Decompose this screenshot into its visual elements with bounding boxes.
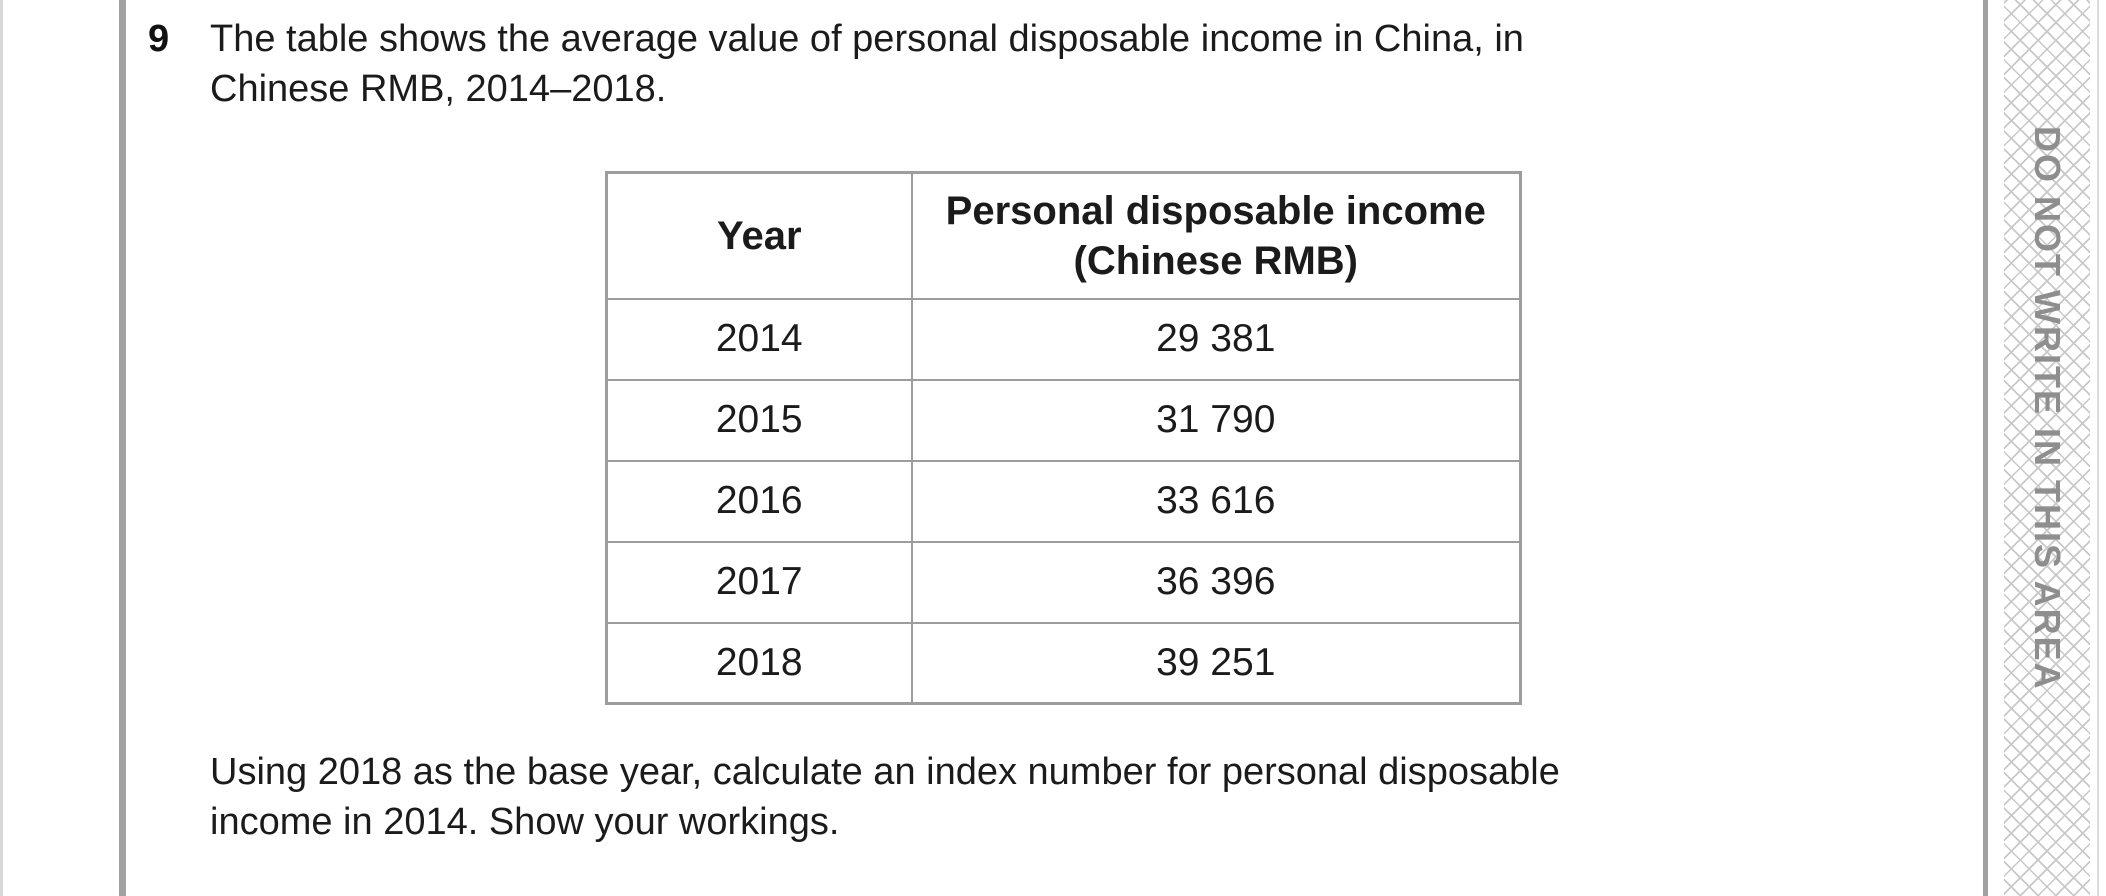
page-edge-line-right bbox=[2097, 0, 2099, 896]
margin-rule-left bbox=[119, 0, 126, 896]
income-cell: 36 396 bbox=[910, 540, 1522, 624]
year-cell: 2014 bbox=[605, 297, 913, 381]
year-column-header-label: Year bbox=[716, 213, 802, 258]
table-header-row: Year Personal disposable income (Chinese… bbox=[605, 171, 1522, 300]
table-row: 2017 36 396 bbox=[605, 540, 1522, 624]
income-cell: 29 381 bbox=[910, 297, 1522, 381]
table-row: 2016 33 616 bbox=[605, 459, 1522, 543]
year-cell: 2017 bbox=[605, 540, 913, 624]
do-not-write-label: DO NOT WRITE IN THIS AREA bbox=[2027, 126, 2068, 691]
table-row: 2015 31 790 bbox=[605, 378, 1522, 462]
income-cell: 31 790 bbox=[910, 378, 1522, 462]
year-column-header: Year bbox=[605, 171, 913, 300]
year-cell: 2018 bbox=[605, 621, 913, 705]
question-intro-line-2: Chinese RMB, 2014–2018. bbox=[210, 68, 667, 110]
income-column-header-line-1: Personal disposable income bbox=[945, 188, 1486, 233]
table-row: 2018 39 251 bbox=[605, 621, 1522, 705]
question-intro-line-1: The table shows the average value of per… bbox=[210, 18, 1524, 60]
question-instruction: Using 2018 as the base year, calculate a… bbox=[210, 747, 1560, 847]
question-instruction-line-1: Using 2018 as the base year, calculate a… bbox=[210, 751, 1560, 793]
income-cell: 39 251 bbox=[910, 621, 1522, 705]
question-instruction-line-2: income in 2014. Show your workings. bbox=[210, 801, 840, 843]
year-cell: 2015 bbox=[605, 378, 913, 462]
do-not-write-margin-strip: DO NOT WRITE IN THIS AREA bbox=[2004, 0, 2090, 896]
question-intro: The table shows the average value of per… bbox=[210, 14, 1524, 114]
year-cell: 2016 bbox=[605, 459, 913, 543]
income-column-header-line-2: (Chinese RMB) bbox=[1073, 238, 1358, 283]
income-cell: 33 616 bbox=[910, 459, 1522, 543]
page-edge-line-left bbox=[0, 0, 3, 896]
table-row: 2014 29 381 bbox=[605, 297, 1522, 381]
income-column-header: Personal disposable income (Chinese RMB) bbox=[910, 171, 1522, 300]
margin-rule-right bbox=[1983, 0, 1988, 896]
income-table: Year Personal disposable income (Chinese… bbox=[605, 171, 1522, 705]
question-number: 9 bbox=[148, 18, 170, 60]
